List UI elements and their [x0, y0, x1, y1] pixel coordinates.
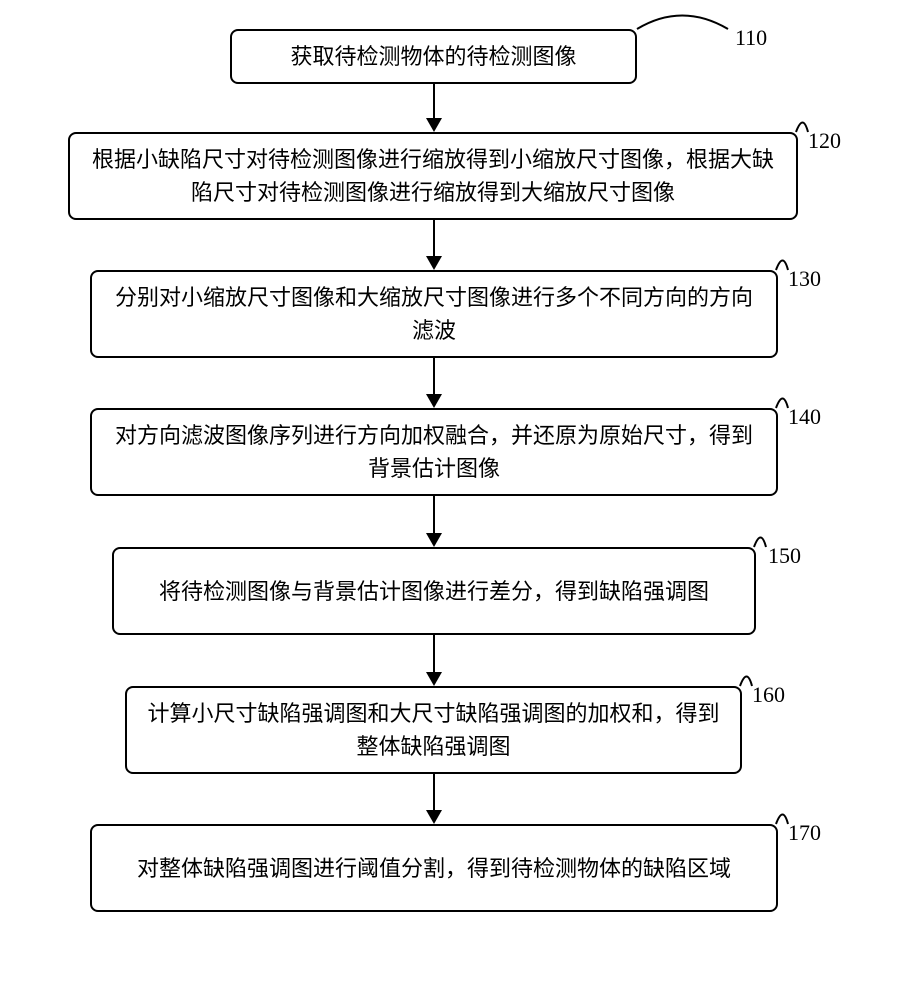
node-text: 将待检测图像与背景估计图像进行差分，得到缺陷强调图 [159, 575, 709, 608]
flow-node-110: 获取待检测物体的待检测图像 [230, 29, 637, 84]
flow-node-160: 计算小尺寸缺陷强调图和大尺寸缺陷强调图的加权和，得到整体缺陷强调图 [125, 686, 742, 774]
node-label-170: 170 [788, 820, 821, 846]
node-label-130: 130 [788, 266, 821, 292]
node-text: 分别对小缩放尺寸图像和大缩放尺寸图像进行多个不同方向的方向滤波 [110, 281, 758, 347]
node-label-140: 140 [788, 404, 821, 430]
flow-node-130: 分别对小缩放尺寸图像和大缩放尺寸图像进行多个不同方向的方向滤波 [90, 270, 778, 358]
node-text: 计算小尺寸缺陷强调图和大尺寸缺陷强调图的加权和，得到整体缺陷强调图 [145, 697, 722, 763]
flow-node-120: 根据小缺陷尺寸对待检测图像进行缩放得到小缩放尺寸图像，根据大缺陷尺寸对待检测图像… [68, 132, 798, 220]
node-label-160: 160 [752, 682, 785, 708]
node-label-110: 110 [735, 25, 767, 51]
node-text: 根据小缺陷尺寸对待检测图像进行缩放得到小缩放尺寸图像，根据大缺陷尺寸对待检测图像… [88, 143, 778, 209]
node-label-150: 150 [768, 543, 801, 569]
node-label-120: 120 [808, 128, 841, 154]
node-text: 对整体缺陷强调图进行阈值分割，得到待检测物体的缺陷区域 [137, 852, 731, 885]
leader-110 [637, 10, 737, 40]
flow-node-140: 对方向滤波图像序列进行方向加权融合，并还原为原始尺寸，得到背景估计图像 [90, 408, 778, 496]
flow-node-150: 将待检测图像与背景估计图像进行差分，得到缺陷强调图 [112, 547, 756, 635]
flowchart-container: 获取待检测物体的待检测图像 110 根据小缺陷尺寸对待检测图像进行缩放得到小缩放… [0, 0, 903, 1000]
flow-node-170: 对整体缺陷强调图进行阈值分割，得到待检测物体的缺陷区域 [90, 824, 778, 912]
node-text: 获取待检测物体的待检测图像 [290, 40, 576, 73]
node-text: 对方向滤波图像序列进行方向加权融合，并还原为原始尺寸，得到背景估计图像 [110, 419, 758, 485]
